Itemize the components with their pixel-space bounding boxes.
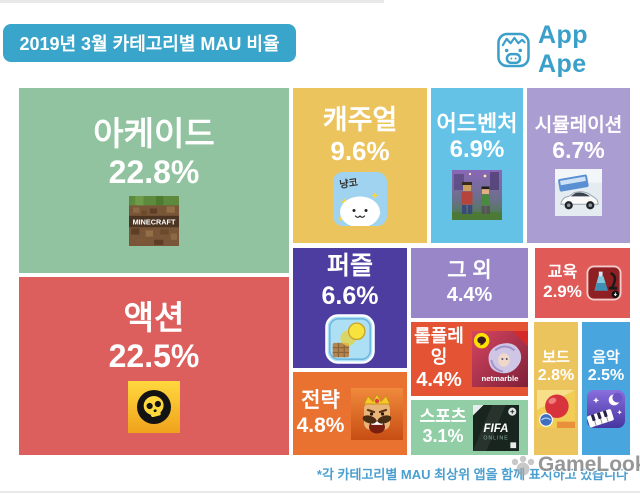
tile-others-value: 4.4% [446, 284, 493, 307]
tile-adventure-value: 6.9% [449, 136, 505, 164]
paw-icon [511, 455, 535, 476]
tile-music-value: 2.5% [587, 367, 625, 385]
tile-sports: 스포츠 3.1% FIFA ONLINE [411, 400, 528, 455]
tile-board-value: 2.8% [537, 367, 575, 385]
tile-roleplaying-value: 4.4% [416, 368, 462, 391]
tile-action: 액션 22.5% [19, 277, 289, 455]
tile-board: 보드 2.8% [534, 322, 578, 455]
fifa-online-icon: FIFA ONLINE [473, 404, 520, 451]
page-title: 2019년 3월 카테고리별 MAU 비율 [19, 34, 280, 54]
tile-others: 그 외 4.4% [411, 248, 528, 318]
bottom-edge-line [0, 491, 640, 493]
roblox-character-right [481, 186, 490, 215]
minecraft-logo-text: MINECRAFT [133, 218, 176, 227]
fifa-logo-text: FIFA [484, 422, 509, 434]
tile-education: 교육 2.9% [535, 248, 630, 318]
tile-strategy-value: 4.8% [296, 413, 345, 437]
tile-simulation-label: 시뮬레이션 [534, 114, 623, 136]
tile-casual-value: 9.6% [330, 135, 390, 166]
tile-education-value: 2.9% [543, 282, 582, 301]
tile-education-label: 교육 [547, 263, 578, 281]
piano-music-icon [587, 390, 625, 429]
tile-arcade-value: 22.8% [108, 153, 200, 190]
tile-sports-label: 스포츠 [419, 406, 467, 426]
brawl-stars-icon [128, 380, 180, 433]
tile-strategy: 전략 4.8% [293, 372, 407, 455]
tile-simulation: 시뮬레이션 6.7% [527, 88, 630, 243]
tile-casual-label: 캐주얼 [322, 104, 398, 135]
tile-simulation-value: 6.7% [552, 136, 605, 163]
battle-cats-icon: 냥코 [333, 172, 387, 227]
roblox-character-left [461, 182, 473, 215]
tile-strategy-label: 전략 [301, 388, 340, 412]
tile-roleplaying: 롤플레잉 4.4% netmarble [411, 322, 528, 396]
gamelook-watermark: GameLook [510, 453, 640, 477]
tile-roleplaying-label: 롤플레잉 [414, 326, 464, 367]
tile-puzzle-value: 6.6% [321, 281, 379, 310]
fifa-online-text: ONLINE [484, 435, 509, 441]
ball-board-icon [537, 390, 575, 429]
app-ape-monkey-icon [497, 32, 530, 68]
netmarble-logo-text: netmarble [482, 374, 520, 383]
tile-board-label: 보드 [542, 348, 570, 366]
clash-royale-icon [351, 387, 404, 440]
top-edge-strip [0, 0, 384, 3]
coin-puzzle-icon [325, 314, 375, 364]
tile-adventure: 어드벤처 6.9% [431, 88, 523, 243]
tile-casual: 캐주얼 9.6% 냥코 [293, 88, 427, 243]
watermark-text: GameLook [538, 453, 640, 476]
app-ape-logo: App Ape [497, 21, 640, 79]
tile-arcade-label: 아케이드 [93, 114, 215, 152]
netmarble-rpg-icon: netmarble [472, 331, 528, 387]
tile-music: 음악 2.5% [582, 322, 630, 455]
tile-music-label: 음악 [592, 348, 620, 366]
tile-action-value: 22.5% [108, 338, 200, 375]
tile-puzzle-label: 퍼즐 [326, 252, 373, 281]
driving-sim-icon [555, 169, 602, 217]
battle-cats-title-text: 냥코 [339, 176, 359, 191]
tile-arcade: 아케이드 22.8% MINECRAFT [19, 88, 289, 273]
tile-adventure-label: 어드벤처 [436, 110, 518, 136]
minecraft-icon: MINECRAFT [129, 196, 179, 247]
tile-action-label: 액션 [123, 299, 185, 337]
science-edu-icon [586, 265, 622, 301]
page-title-box: 2019년 3월 카테고리별 MAU 비율 [3, 24, 296, 62]
tile-puzzle: 퍼즐 6.6% [293, 248, 407, 368]
brand-name: App Ape [537, 21, 589, 78]
footnote: *각 카테고리별 MAU 최상위 앱을 함께 표시하고 있습니다 [316, 467, 628, 482]
tile-others-label: 그 외 [447, 258, 492, 282]
tile-sports-value: 3.1% [422, 426, 464, 447]
roblox-adventure-icon [452, 170, 502, 221]
